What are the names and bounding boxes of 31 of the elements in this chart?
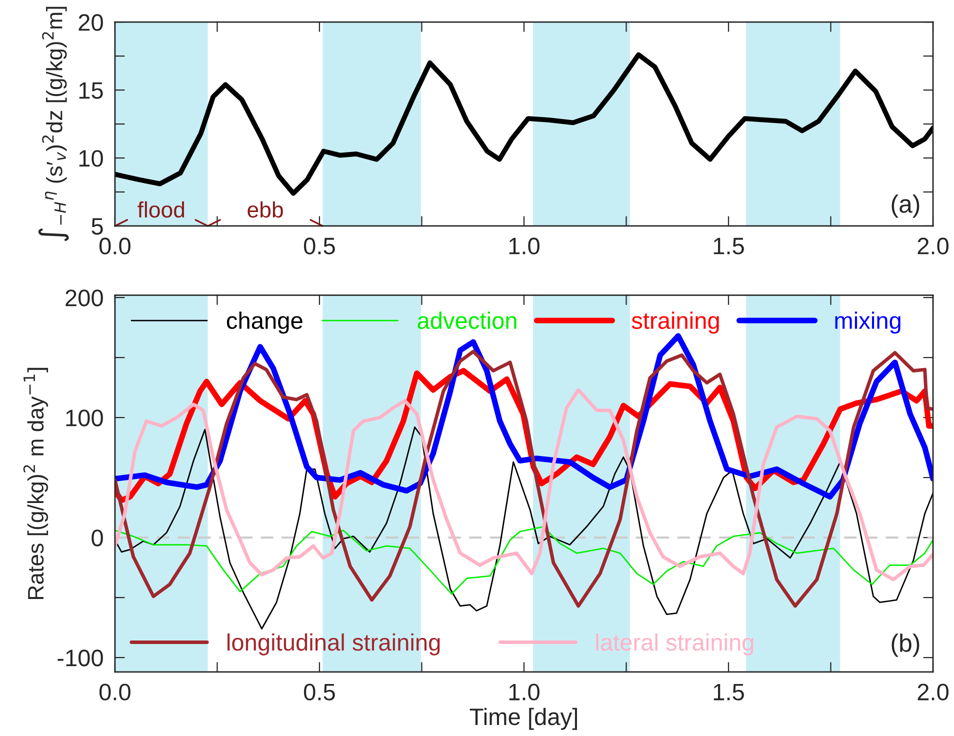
x-tick-label: 0.0 [99, 684, 130, 700]
x-tick-label: 1.0 [509, 238, 540, 254]
y-tick-label: 10 [79, 150, 103, 167]
y-axis-title: Rates [(g/kg)$^{2}$ m day$^{−1}$] [23, 368, 48, 600]
x-tick-label: 1.5 [714, 684, 744, 700]
annotation: (a) [892, 194, 920, 218]
x-tick-label: 1.5 [714, 238, 744, 254]
x-tick-label: 0.5 [304, 238, 335, 254]
y-tick-label: 100 [66, 410, 103, 426]
legend-label: advection [418, 312, 516, 330]
annotation: flood [138, 201, 184, 218]
x-axis-title: Time [day] [470, 708, 577, 730]
x-tick-label: 2.0 [918, 684, 948, 700]
x-tick-label: 2.0 [918, 238, 948, 254]
y-tick-label: 15 [79, 82, 103, 99]
y-tick-label: 5 [92, 218, 103, 235]
x-tick-label: 0.0 [99, 238, 130, 254]
x-tick-label: 0.5 [304, 684, 335, 700]
x-tick-label: 1.0 [509, 684, 540, 700]
legend-label: lateral straining [596, 633, 754, 656]
y-tick-label: 0 [92, 530, 103, 546]
annotation: ebb [248, 201, 283, 218]
legend-label: mixing [835, 312, 900, 334]
y-tick-label: 20 [78, 14, 103, 31]
legend-label: straining [632, 312, 719, 334]
y-tick-label: 200 [66, 290, 103, 306]
text: ∫$_{−H}$$^{η}$ (s′$_{v}$)$^{2}$dz [(g/kg)$^{2}$m] [38, 6, 69, 242]
annotation: (b) [892, 634, 920, 657]
legend-label: longitudinal straining [228, 633, 440, 656]
legend-label: change [226, 312, 302, 334]
y-tick-label: -100 [58, 650, 103, 666]
